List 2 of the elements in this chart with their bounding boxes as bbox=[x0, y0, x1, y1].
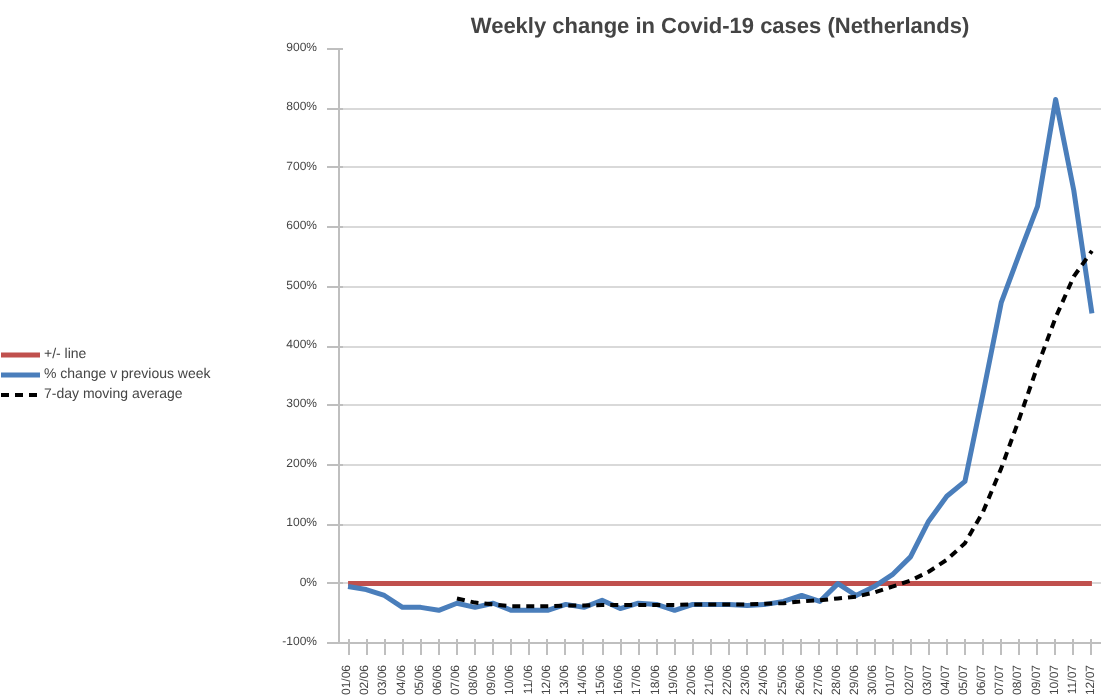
line-series bbox=[454, 248, 1094, 609]
chart-title: Weekly change in Covid-19 cases (Netherlands) bbox=[470, 15, 970, 39]
